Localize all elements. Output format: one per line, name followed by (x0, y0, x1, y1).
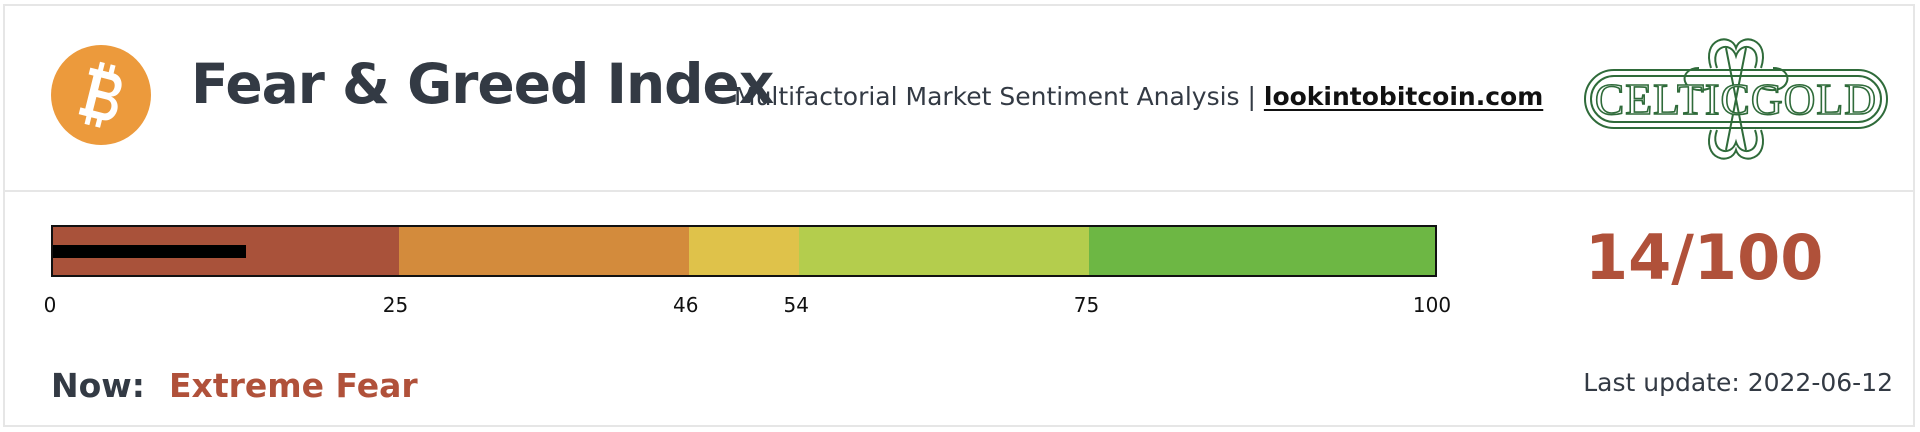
gauge-tick-label: 54 (783, 293, 809, 317)
celticgold-logo: CELTICGOLD (1584, 38, 1888, 160)
bitcoin-icon (51, 45, 151, 145)
gauge-segment (1089, 227, 1435, 275)
gauge-tick-label: 25 (382, 293, 409, 317)
gauge-segment (398, 227, 689, 275)
score-value: 14/100 (1585, 221, 1824, 294)
gauge-segment (799, 227, 1090, 275)
gauge-segment (688, 227, 800, 275)
subtitle: Multifactorial Market Sentiment Analysis… (734, 82, 1543, 111)
sentiment-status: Extreme Fear (169, 366, 418, 405)
gauge-tick-label: 0 (43, 293, 57, 317)
last-update: Last update: 2022-06-12 (1583, 368, 1893, 397)
page-title: Fear & Greed Index (191, 52, 774, 116)
gauge-tick-label: 46 (672, 293, 699, 317)
now-label: Now: (51, 366, 145, 405)
header: Fear & Greed Index Multifactorial Market… (5, 6, 1913, 192)
fear-greed-card: Fear & Greed Index Multifactorial Market… (3, 4, 1915, 427)
gauge-tick-label: 100 (1412, 293, 1452, 317)
celticgold-logo-text: CELTICGOLD (1595, 75, 1877, 124)
sentiment-gauge-bar (51, 225, 1437, 277)
source-link[interactable]: lookintobitcoin.com (1263, 82, 1544, 111)
gauge-needle (53, 245, 247, 258)
gauge-tick-label: 75 (1073, 293, 1100, 317)
subtitle-text: Multifactorial Market Sentiment Analysis… (734, 82, 1264, 111)
